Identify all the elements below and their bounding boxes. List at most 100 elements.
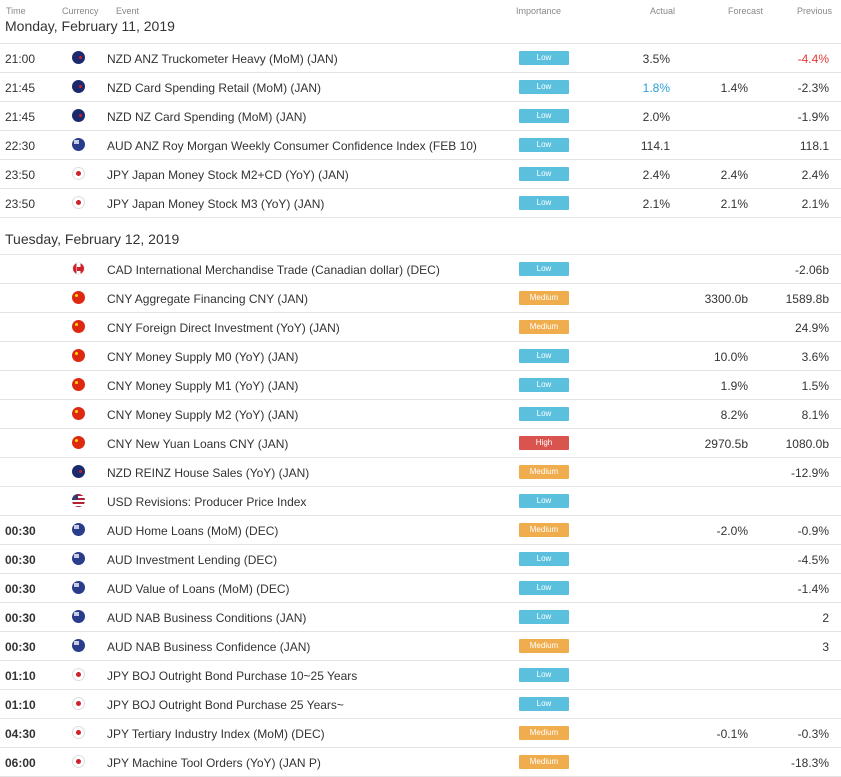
importance-badge: Low [519,552,569,566]
event-row[interactable]: 22:30 AUD ANZ Roy Morgan Weekly Consumer … [0,131,841,160]
event-name[interactable]: CNY New Yuan Loans CNY (JAN) [107,437,289,451]
col-event[interactable]: Event [116,6,140,16]
forecast-value: 1.9% [720,379,748,393]
actual-value: 1.8% [642,81,670,95]
event-name[interactable]: AUD NAB Business Conditions (JAN) [107,611,307,625]
event-row[interactable]: CNY New Yuan Loans CNY (JAN) High 2970.5b 1… [0,429,841,458]
forecast-value: 2970.5b [704,437,748,451]
event-name[interactable]: NZD NZ Card Spending (MoM) (JAN) [107,110,307,124]
previous-value: 3 [822,640,829,654]
flag-cn-icon [72,291,85,304]
event-row[interactable]: 00:30 AUD Value of Loans (MoM) (DEC) Low -1… [0,574,841,603]
event-name[interactable]: CNY Money Supply M0 (YoY) (JAN) [107,350,299,364]
event-time: 23:50 [5,197,36,211]
event-row[interactable]: 00:30 AUD NAB Business Conditions (JAN) Lo… [0,603,841,632]
event-time: 21:45 [5,110,36,124]
previous-value: 1589.8b [785,292,829,306]
importance-badge: Low [519,109,569,123]
col-previous[interactable]: Previous [797,6,833,16]
event-name[interactable]: AUD Home Loans (MoM) (DEC) [107,524,279,538]
event-row[interactable]: 21:45 NZD Card Spending Retail (MoM) (JAN… [0,73,841,102]
forecast-value: -0.1% [716,727,748,741]
event-row[interactable]: 01:10 JPY BOJ Outright Bond Purchase 25 Y… [0,690,841,719]
event-row[interactable]: 21:45 NZD NZ Card Spending (MoM) (JAN) Low… [0,102,841,131]
calendar-header: Time Currency Event Importance Actual Fo… [0,0,841,16]
event-row[interactable]: USD Revisions: Producer Price Index Low [0,487,841,516]
event-name[interactable]: JPY Tertiary Industry Index (MoM) (DEC) [107,727,325,741]
importance-badge: Low [519,378,569,392]
importance-badge: Low [519,262,569,276]
importance-badge: Low [519,80,569,94]
event-name[interactable]: NZD Card Spending Retail (MoM) (JAN) [107,81,322,95]
previous-value: -4.4% [797,52,829,66]
event-row[interactable]: CNY Money Supply M2 (YoY) (JAN) Low 8.2% 8.… [0,400,841,429]
importance-badge: Low [519,167,569,181]
event-name[interactable]: JPY Machine Tool Orders (YoY) (JAN P) [107,756,321,770]
previous-value: -12.9% [790,466,829,480]
event-name[interactable]: AUD Value of Loans (MoM) (DEC) [107,582,290,596]
forecast-value: 8.2% [720,408,748,422]
day-header: Monday, February 11, 2019 [0,15,841,44]
event-name[interactable]: AUD Investment Lending (DEC) [107,553,278,567]
actual-value: 2.1% [642,197,670,211]
previous-value: 24.9% [794,321,829,335]
event-name[interactable]: AUD ANZ Roy Morgan Weekly Consumer Confi… [107,139,477,153]
importance-badge: Low [519,138,569,152]
event-time: 23:50 [5,168,36,182]
actual-value: 2.0% [642,110,670,124]
event-name[interactable]: CNY Money Supply M2 (YoY) (JAN) [107,408,299,422]
event-time: 22:30 [5,139,36,153]
flag-au-icon [72,639,85,652]
event-row[interactable]: CNY Aggregate Financing CNY (JAN) Medium 3… [0,284,841,313]
event-row[interactable]: 06:00 JPY Machine Tool Orders (YoY) (JAN … [0,748,841,777]
actual-value: 114.1 [640,139,670,153]
event-row[interactable]: 01:10 JPY BOJ Outright Bond Purchase 10~2… [0,661,841,690]
event-row[interactable]: CNY Foreign Direct Investment (YoY) (JAN… [0,313,841,342]
event-row[interactable]: 00:30 AUD Investment Lending (DEC) Low -4.5… [0,545,841,574]
flag-jp-icon [72,668,85,681]
event-name[interactable]: JPY Japan Money Stock M2+CD (YoY) (JAN) [107,168,349,182]
col-currency[interactable]: Currency [62,6,99,16]
flag-cn-icon [72,407,85,420]
col-forecast[interactable]: Forecast [728,6,764,16]
event-name[interactable]: JPY BOJ Outright Bond Purchase 10~25 Yea… [107,669,358,683]
forecast-value: 3300.0b [704,292,748,306]
event-row[interactable]: CAD International Merchandise Trade (Can… [0,255,841,284]
previous-value: 1.5% [801,379,829,393]
event-row[interactable]: CNY Money Supply M1 (YoY) (JAN) Low 1.9% 1.… [0,371,841,400]
importance-badge: Medium [519,755,569,769]
event-name[interactable]: CNY Money Supply M1 (YoY) (JAN) [107,379,299,393]
event-row[interactable]: 04:30 JPY Tertiary Industry Index (MoM) (… [0,719,841,748]
event-name[interactable]: NZD ANZ Truckometer Heavy (MoM) (JAN) [107,52,338,66]
event-row[interactable]: 23:50 JPY Japan Money Stock M2+CD (YoY) (… [0,160,841,189]
event-row[interactable]: NZD REINZ House Sales (YoY) (JAN) Medium -… [0,458,841,487]
actual-value: 2.4% [642,168,670,182]
flag-cn-icon [72,436,85,449]
event-name[interactable]: JPY BOJ Outright Bond Purchase 25 Years~ [107,698,344,712]
event-row[interactable]: 23:50 JPY Japan Money Stock M3 (YoY) (JAN… [0,189,841,218]
event-name[interactable]: NZD REINZ House Sales (YoY) (JAN) [107,466,310,480]
flag-jp-icon [72,726,85,739]
importance-badge: Medium [519,726,569,740]
event-name[interactable]: JPY Japan Money Stock M3 (YoY) (JAN) [107,197,325,211]
event-name[interactable]: CNY Aggregate Financing CNY (JAN) [107,292,308,306]
col-actual[interactable]: Actual [650,6,676,16]
event-row[interactable]: CNY Money Supply M0 (YoY) (JAN) Low 10.0% 3… [0,342,841,371]
event-name[interactable]: CAD International Merchandise Trade (Can… [107,263,440,277]
event-row[interactable]: 00:30 AUD Home Loans (MoM) (DEC) Medium -2.… [0,516,841,545]
event-name[interactable]: CNY Foreign Direct Investment (YoY) (JAN… [107,321,340,335]
event-row[interactable]: 21:00 NZD ANZ Truckometer Heavy (MoM) (JA… [0,44,841,73]
event-row[interactable]: 00:30 AUD NAB Business Confidence (JAN) Me… [0,632,841,661]
col-importance[interactable]: Importance [516,6,562,16]
forecast-value: -2.0% [716,524,748,538]
day-header: Tuesday, February 12, 2019 [0,218,841,255]
importance-badge: Low [519,407,569,421]
previous-value: 2.4% [801,168,829,182]
actual-value: 3.5% [642,52,670,66]
importance-badge: Low [519,697,569,711]
col-time[interactable]: Time [6,6,26,16]
event-name[interactable]: AUD NAB Business Confidence (JAN) [107,640,311,654]
previous-value: 1080.0b [785,437,829,451]
flag-au-icon [72,523,85,536]
event-name[interactable]: USD Revisions: Producer Price Index [107,495,307,509]
